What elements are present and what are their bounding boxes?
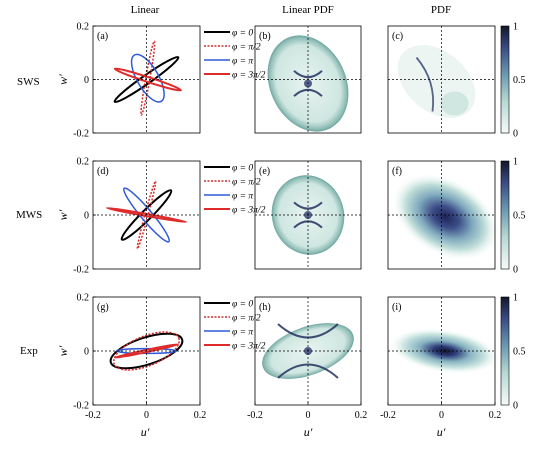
panel-label: (g) — [97, 302, 109, 313]
panel-label: (h) — [259, 302, 271, 313]
legend-entry: φ = π — [232, 57, 253, 67]
panel-c: (c) 1 0.5 0 — [387, 22, 526, 140]
y-tick-label: 0 — [84, 211, 89, 222]
colorbar — [500, 25, 510, 134]
panel-g: φ = 0 φ = π/2 φ = π φ = 3π/2 (g) 0.2 0 -0.2 w′ -0… — [56, 293, 266, 422]
y-axis-label: w′ — [56, 345, 70, 356]
pdf-caustic — [415, 56, 435, 112]
ellipse-series-1 — [113, 331, 180, 371]
y-axis-label: w′ — [56, 74, 70, 85]
panel-f: (f) 1 0.5 0 — [387, 157, 526, 276]
y-tick-label: 0.2 — [77, 157, 90, 168]
panel-frame — [254, 160, 362, 270]
panel-label: (e) — [259, 166, 270, 177]
y-tick-label: 0.2 — [77, 293, 90, 304]
xlabel-col1: u′ — [141, 425, 150, 439]
row-label-mws: MWS — [16, 209, 42, 221]
legend-entry: φ = π/2 — [232, 178, 261, 188]
y-tick-label: 0 — [84, 75, 89, 86]
x-tick-label: 0.2 — [194, 410, 207, 421]
panel-label: (d) — [97, 166, 109, 177]
column-title-linear-pdf: Linear PDF — [282, 4, 334, 16]
panel-label: (c) — [392, 31, 403, 42]
y-tick-label: 0.2 — [77, 22, 90, 33]
legend-entry: φ = π/2 — [232, 43, 261, 53]
row-label-sws: SWS — [17, 76, 40, 88]
colorbar — [500, 160, 510, 270]
x-tick-label: 0.2 — [489, 410, 502, 421]
ellipse-series-1 — [136, 180, 157, 250]
y-axis-label: w′ — [56, 209, 70, 220]
panel-label: (b) — [259, 31, 271, 42]
panel-b: (b) — [254, 25, 362, 134]
x-tick-label: 0 — [306, 410, 311, 421]
legend-entry: φ = π/2 — [232, 314, 261, 324]
xlabel-col3: u′ — [437, 425, 446, 439]
colorbar — [500, 296, 510, 406]
y-tick-label: 0 — [84, 347, 89, 358]
pdf-region — [391, 173, 500, 261]
ellipse-series-2 — [130, 53, 165, 103]
y-tick-label: -0.2 — [73, 129, 89, 140]
column-title-pdf: PDF — [431, 4, 451, 16]
panel-e: (e) — [254, 160, 362, 270]
ellipse-series-3 — [113, 67, 182, 92]
legend-entry: φ = 0 — [232, 29, 253, 39]
colorbar-tick-label: 1 — [513, 157, 518, 168]
pdf-region — [440, 91, 469, 116]
legend-entry: φ = 3π/2 — [232, 342, 266, 352]
x-tick-label: 0 — [144, 410, 149, 421]
legend-entry: φ = 0 — [232, 164, 253, 174]
panel-frame — [387, 25, 496, 134]
column-title-linear: Linear — [131, 4, 160, 16]
ellipse-series-0 — [120, 189, 173, 241]
legend-entry: φ = 3π/2 — [232, 71, 266, 81]
y-tick-label: -0.2 — [73, 265, 89, 276]
legend-entry: φ = π — [232, 328, 253, 338]
legend-entry: φ = π — [232, 192, 253, 202]
panel-frame — [387, 160, 496, 270]
x-tick-label: -0.2 — [85, 410, 101, 421]
panel-frame — [254, 25, 362, 134]
legend-entry: φ = 0 — [232, 300, 253, 310]
x-tick-label: -0.2 — [247, 410, 263, 421]
ellipse-series-2 — [123, 187, 170, 243]
colorbar-tick-label: 0.5 — [513, 75, 526, 86]
panel-label: (i) — [392, 302, 401, 313]
colorbar-tick-label: 0.5 — [513, 211, 526, 222]
colorbar-tick-label: 1 — [513, 22, 518, 33]
legend-entry: φ = 3π/2 — [232, 206, 266, 216]
panel-label: (a) — [97, 31, 108, 42]
xlabel-col2: u′ — [304, 425, 313, 439]
x-tick-label: 0.2 — [355, 410, 368, 421]
x-tick-label: 0 — [439, 410, 444, 421]
panel-d: φ = 0 φ = π/2 φ = π φ = 3π/2 (d) 0.2 0 -0.2 w′ — [56, 157, 266, 276]
y-tick-label: -0.2 — [73, 401, 89, 412]
pdf-heatmap — [397, 45, 476, 118]
ellipse-series-1 — [140, 40, 156, 116]
panel-i: (i) -0.2 0 0.2 1 0.5 0 — [380, 293, 525, 422]
panel-label: (f) — [392, 166, 402, 177]
pdf-region — [397, 45, 476, 118]
ellipse-series-0 — [109, 332, 184, 370]
colorbar-tick-label: 1 — [513, 293, 518, 304]
colorbar-tick-label: 0 — [513, 401, 518, 412]
pdf-heatmap — [391, 173, 500, 261]
pdf-caustic — [293, 70, 323, 97]
colorbar-tick-label: 0 — [513, 129, 518, 140]
colorbar-tick-label: 0 — [513, 265, 518, 276]
x-tick-label: -0.2 — [380, 410, 396, 421]
row-label-exp: Exp — [20, 345, 38, 357]
panel-h: (h) -0.2 0 0.2 — [247, 296, 368, 421]
panel-a: φ = 0 φ = π/2 φ = π φ = 3π/2 (a) 0.2 0 -0.2 w′ — [56, 22, 266, 140]
colorbar-tick-label: 0.5 — [513, 347, 526, 358]
